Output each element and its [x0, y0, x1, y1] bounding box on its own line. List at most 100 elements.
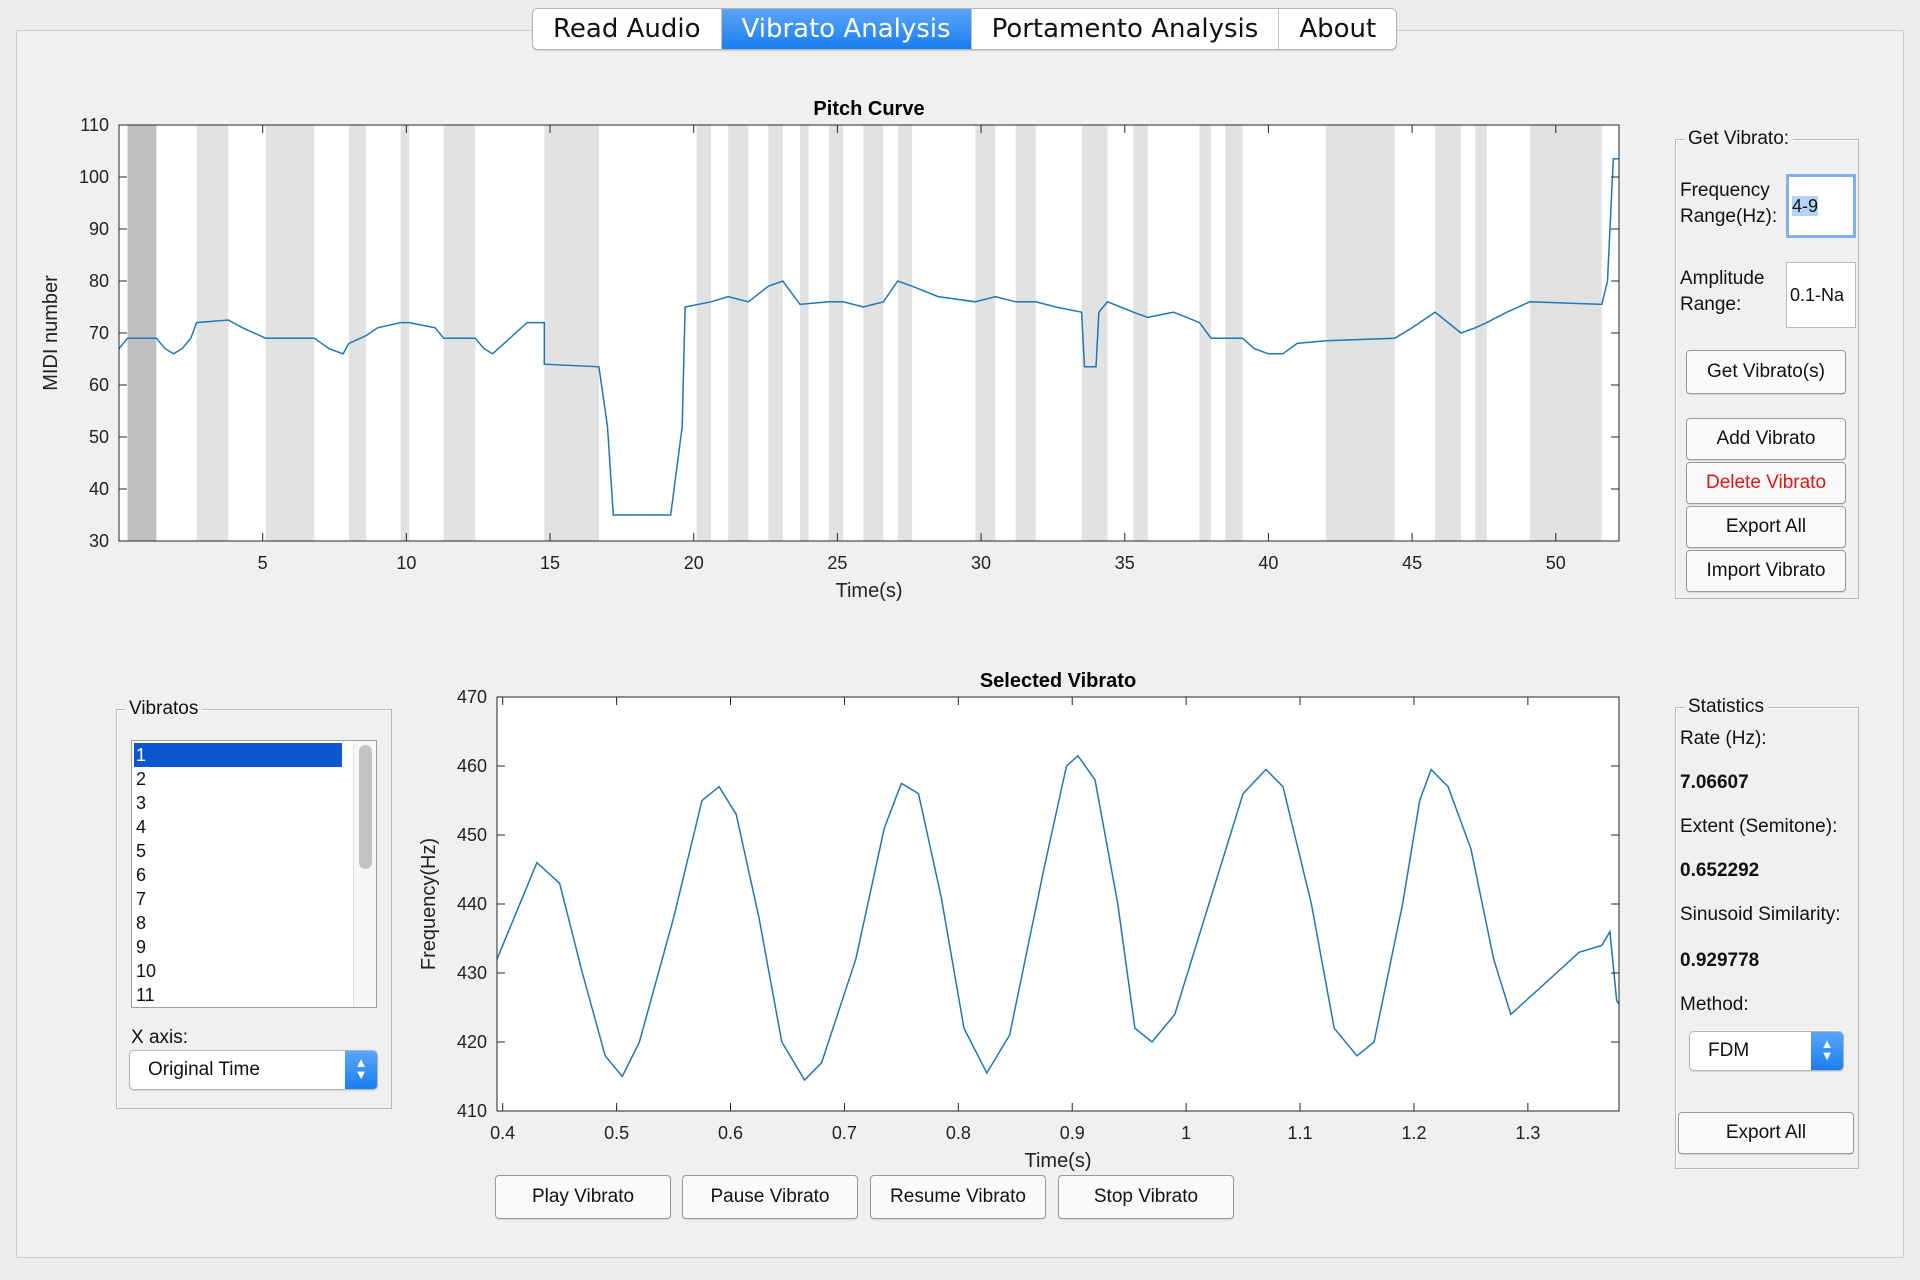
rate-label: Rate (Hz): — [1680, 728, 1767, 749]
x-tick-label: 1 — [1181, 1123, 1191, 1143]
pitch-series-line — [496, 754, 1620, 1082]
chart-title: Pitch Curve — [813, 98, 924, 120]
y-tick-label: 40 — [89, 479, 109, 499]
y-tick-label: 450 — [457, 825, 487, 845]
y-tick-label: 60 — [89, 375, 109, 395]
vibratos-panel: Vibratos — [116, 698, 392, 1109]
stop-vibrato-button[interactable]: Stop Vibrato — [1058, 1175, 1234, 1219]
list-item[interactable]: 6 — [136, 865, 147, 885]
tab-read-audio[interactable]: Read Audio — [533, 9, 722, 49]
x-tick-label: 15 — [540, 553, 560, 573]
y-tick-label: 30 — [89, 531, 109, 551]
chevron-updown-icon: ▲ ▼ — [345, 1051, 377, 1089]
frequency-label: Frequency — [1680, 180, 1770, 201]
vibratos-title: Vibratos — [125, 698, 203, 720]
vibrato-region — [544, 125, 599, 541]
y-axis-title: Frequency(Hz) — [418, 838, 440, 970]
vibrato-region — [196, 125, 229, 541]
tab-vibrato-analysis[interactable]: Vibrato Analysis — [721, 9, 972, 49]
vibrato-region — [1529, 125, 1602, 541]
list-item[interactable]: 4 — [136, 817, 147, 837]
x-tick-label: 0.8 — [946, 1123, 971, 1143]
method-select[interactable]: FDM ▲ ▼ — [1689, 1031, 1844, 1071]
vibrato-region — [1475, 125, 1487, 541]
amplitude-range-field[interactable]: 0.1-Na — [1786, 262, 1856, 328]
vibrato-region — [1435, 125, 1461, 541]
pitch-series-line — [118, 158, 1619, 516]
resume-vibrato-button[interactable]: Resume Vibrato — [870, 1175, 1046, 1219]
list-item[interactable]: 9 — [136, 937, 147, 957]
vibrato-list-scrollbar[interactable] — [353, 741, 376, 1007]
frequency-range-field[interactable]: 4-9 — [1786, 174, 1856, 238]
delete-vibrato-button[interactable]: Delete Vibrato — [1686, 462, 1846, 504]
x-tick-label: 1.1 — [1288, 1123, 1313, 1143]
chart-title: Selected Vibrato — [980, 670, 1136, 692]
x-axis-title: Time(s) — [835, 580, 902, 602]
get-vibrato-panel: Get Vibrato: — [1675, 128, 1859, 599]
vibrato-region — [443, 125, 476, 541]
vibrato-region — [975, 125, 996, 541]
x-tick-label: 50 — [1546, 553, 1566, 573]
tab-bar: Read Audio Vibrato Analysis Portamento A… — [532, 8, 1398, 50]
vibrato-region — [897, 125, 913, 541]
y-tick-label: 440 — [457, 894, 487, 914]
statistics-export-all-button[interactable]: Export All — [1678, 1112, 1854, 1154]
vibrato-region — [1015, 125, 1036, 541]
plot-area — [497, 697, 1619, 1111]
get-vibrato-title: Get Vibrato: — [1684, 128, 1794, 150]
extent-value: 0.652292 — [1680, 860, 1760, 881]
x-axis-select[interactable]: Original Time ▲ ▼ — [129, 1050, 378, 1090]
list-item[interactable]: 5 — [136, 841, 147, 861]
x-tick-label: 30 — [971, 553, 991, 573]
y-tick-label: 100 — [79, 167, 109, 187]
tab-portamento-analysis[interactable]: Portamento Analysis — [971, 9, 1280, 49]
vibrato-region — [1225, 125, 1243, 541]
x-tick-label: 0.9 — [1060, 1123, 1085, 1143]
x-tick-label: 20 — [684, 553, 704, 573]
import-vibrato-button[interactable]: Import Vibrato — [1686, 550, 1846, 592]
y-tick-label: 80 — [89, 271, 109, 291]
selected-vibrato-region — [127, 125, 157, 541]
amplitude-label-range: Range: — [1680, 294, 1742, 315]
list-item[interactable]: 11 — [136, 985, 155, 1005]
x-axis-title: Time(s) — [1024, 1150, 1091, 1172]
y-tick-label: 90 — [89, 219, 109, 239]
pause-vibrato-button[interactable]: Pause Vibrato — [682, 1175, 858, 1219]
x-tick-label: 40 — [1258, 553, 1278, 573]
tab-about[interactable]: About — [1279, 9, 1397, 49]
statistics-panel: Statistics — [1675, 696, 1859, 1169]
vibrato-list[interactable]: 1 2 3 4 5 6 7 8 9 10 11 — [131, 740, 377, 1008]
list-item[interactable]: 3 — [136, 793, 147, 813]
export-all-button[interactable]: Export All — [1686, 506, 1846, 548]
list-item[interactable]: 7 — [136, 889, 147, 909]
x-tick-label: 5 — [258, 553, 268, 573]
amplitude-label: Amplitude — [1680, 268, 1765, 289]
vibrato-region — [1199, 125, 1211, 541]
list-item[interactable]: 10 — [136, 961, 157, 981]
vibrato-region — [1081, 125, 1108, 541]
x-tick-label: 0.4 — [490, 1123, 515, 1143]
y-tick-label: 410 — [457, 1101, 487, 1121]
x-tick-label: 0.6 — [718, 1123, 743, 1143]
list-item[interactable]: 8 — [136, 913, 147, 933]
x-axis-label: X axis: — [131, 1027, 189, 1048]
extent-label: Extent (Semitone): — [1680, 816, 1838, 837]
play-vibrato-button[interactable]: Play Vibrato — [495, 1175, 671, 1219]
y-tick-label: 50 — [89, 427, 109, 447]
vibrato-region — [348, 125, 367, 541]
y-tick-label: 70 — [89, 323, 109, 343]
vibrato-region — [696, 125, 711, 541]
vibrato-region — [1133, 125, 1148, 541]
get-vibratos-button[interactable]: Get Vibrato(s) — [1686, 350, 1846, 394]
x-tick-label: 1.3 — [1515, 1123, 1540, 1143]
similarity-label: Sinusoid Similarity: — [1680, 904, 1841, 925]
x-tick-label: 0.5 — [604, 1123, 629, 1143]
scrollbar-thumb[interactable] — [359, 745, 372, 869]
chevron-updown-icon: ▲ ▼ — [1811, 1032, 1843, 1070]
add-vibrato-button[interactable]: Add Vibrato — [1686, 418, 1846, 460]
list-item[interactable]: 1 — [134, 743, 342, 767]
vibrato-region — [768, 125, 783, 541]
frequency-label-units: Range(Hz): — [1680, 206, 1778, 227]
list-item[interactable]: 2 — [136, 769, 147, 789]
